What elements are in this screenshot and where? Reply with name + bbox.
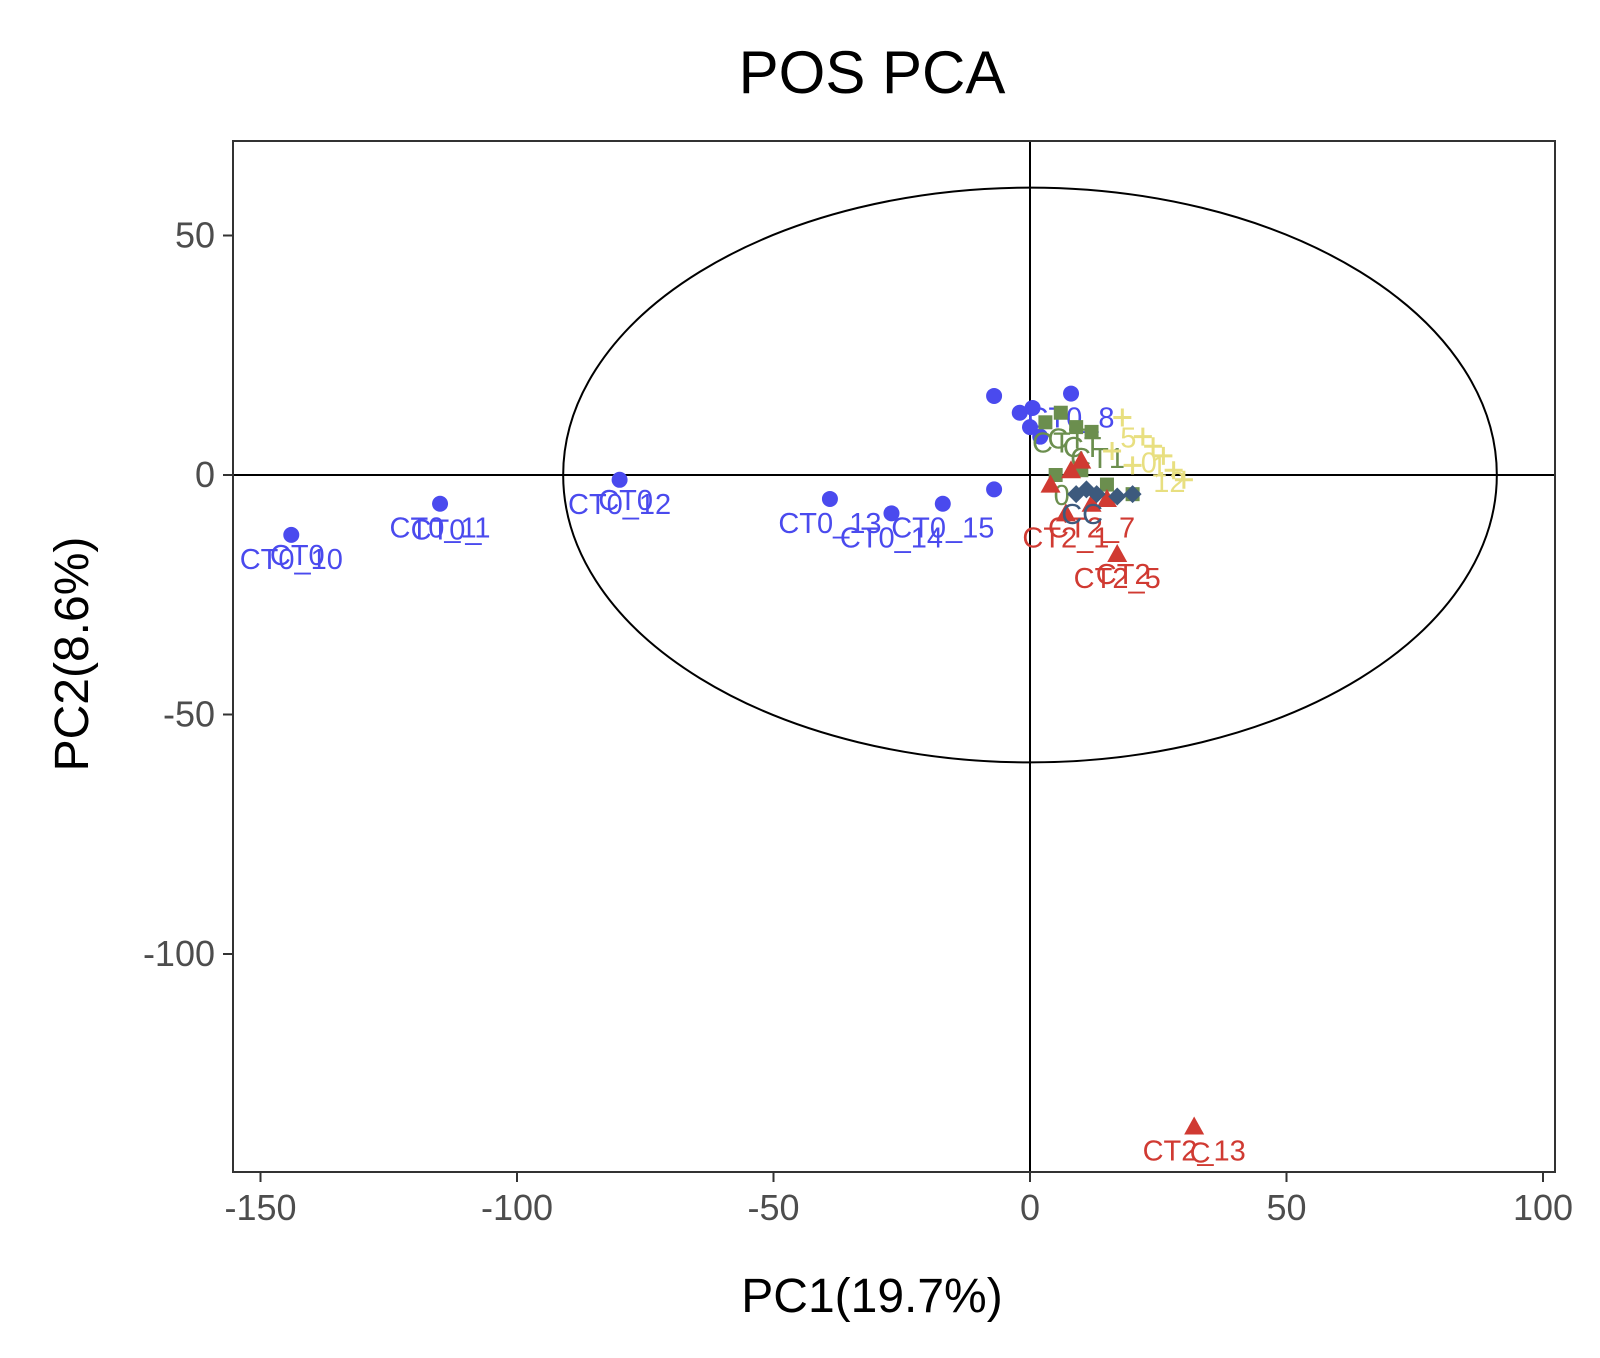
data-point: [1096, 488, 1117, 507]
data-point: [1063, 385, 1080, 402]
point-label: CT0_15: [891, 513, 994, 545]
data-point: [611, 471, 628, 488]
data-point: [1174, 470, 1193, 489]
point-label: CT2_5: [1074, 563, 1161, 595]
x-tick-label: 100: [1513, 1187, 1573, 1228]
point-label: CT0_14: [840, 522, 943, 554]
y-tick-label: -50: [163, 694, 215, 735]
x-axis-title: PC1(19.7%): [741, 1270, 1002, 1323]
data-point: [1032, 428, 1049, 445]
data-point: [1133, 427, 1152, 446]
confidence-ellipse: [562, 186, 1498, 764]
data-point: [1108, 487, 1127, 506]
y-tick-label: 0: [195, 454, 215, 495]
plot-area: CT0_10CT0_11CT0_12CT0_13CT0_14CT0_15CT0_…: [233, 141, 1555, 1172]
y-tick-label: 50: [175, 215, 215, 256]
point-label: CT2_13: [1143, 1135, 1246, 1167]
point-label: CT2_7: [1048, 513, 1135, 545]
point-label: CT0_12: [568, 489, 671, 521]
data-point: [1071, 450, 1092, 469]
point-label-fragment: C: [1190, 1137, 1211, 1169]
data-point: [1055, 503, 1076, 522]
point-label: CT2_1: [1022, 522, 1109, 554]
data-point: [1024, 399, 1041, 416]
data-point: [986, 481, 1003, 498]
data-point: [1103, 442, 1122, 461]
point-label-fragment: 0: [1141, 448, 1157, 480]
panel-border: [232, 140, 1556, 1173]
data-point: [1123, 485, 1142, 504]
data-point: [283, 526, 300, 543]
data-point: [1022, 419, 1038, 436]
point-label-fragment: CT0: [598, 485, 653, 517]
data-point: [1164, 461, 1183, 480]
data-point: [1099, 477, 1114, 492]
x-tick-label: 0: [1020, 1187, 1040, 1228]
data-point: [821, 490, 838, 507]
x-tick-label: -50: [747, 1187, 799, 1228]
y-axis-title: PC2(8.6%): [46, 537, 99, 772]
data-point: [1038, 415, 1053, 430]
x-tick-label: 50: [1266, 1187, 1306, 1228]
point-label-fragment: CT2: [1096, 559, 1151, 591]
point-label-fragment: CC: [1061, 499, 1103, 531]
data-point: [1144, 437, 1163, 456]
data-point: [1077, 480, 1096, 499]
point-label: CT0_10: [240, 544, 343, 576]
point-label: CT0_11: [390, 513, 491, 545]
point-label-fragment: CT: [1032, 427, 1071, 459]
data-point: [432, 495, 449, 512]
point-label-fragment: CT0_: [411, 515, 483, 547]
data-point: [1069, 420, 1084, 435]
data-point: [1184, 1116, 1205, 1135]
data-point: [1084, 424, 1099, 439]
x-tick-label: -150: [224, 1187, 296, 1228]
data-point: [883, 505, 900, 522]
data-point: [1107, 544, 1128, 563]
data-point: [1081, 493, 1102, 512]
data-point: [986, 387, 1003, 404]
data-point: [1061, 460, 1082, 479]
point-label: CT0_13: [778, 508, 881, 540]
data-point: [934, 495, 951, 512]
chart-title: POS PCA: [739, 39, 1006, 106]
data-point: [1113, 408, 1132, 427]
point-label-fragment: 1: [1151, 451, 1167, 483]
data-point: [1040, 474, 1061, 493]
data-point: [1154, 446, 1173, 465]
point-label-fragment: 5: [1120, 423, 1136, 455]
y-tick-label: -100: [143, 933, 215, 974]
data-point: [1123, 456, 1142, 475]
data-point: [1011, 404, 1028, 421]
x-tick-label: -100: [481, 1187, 553, 1228]
point-label-fragment: 12: [1153, 467, 1185, 499]
point-label-fragment: CT0: [270, 540, 325, 572]
data-point: [1053, 405, 1068, 420]
point-label-fragment: CT: [1047, 424, 1086, 456]
